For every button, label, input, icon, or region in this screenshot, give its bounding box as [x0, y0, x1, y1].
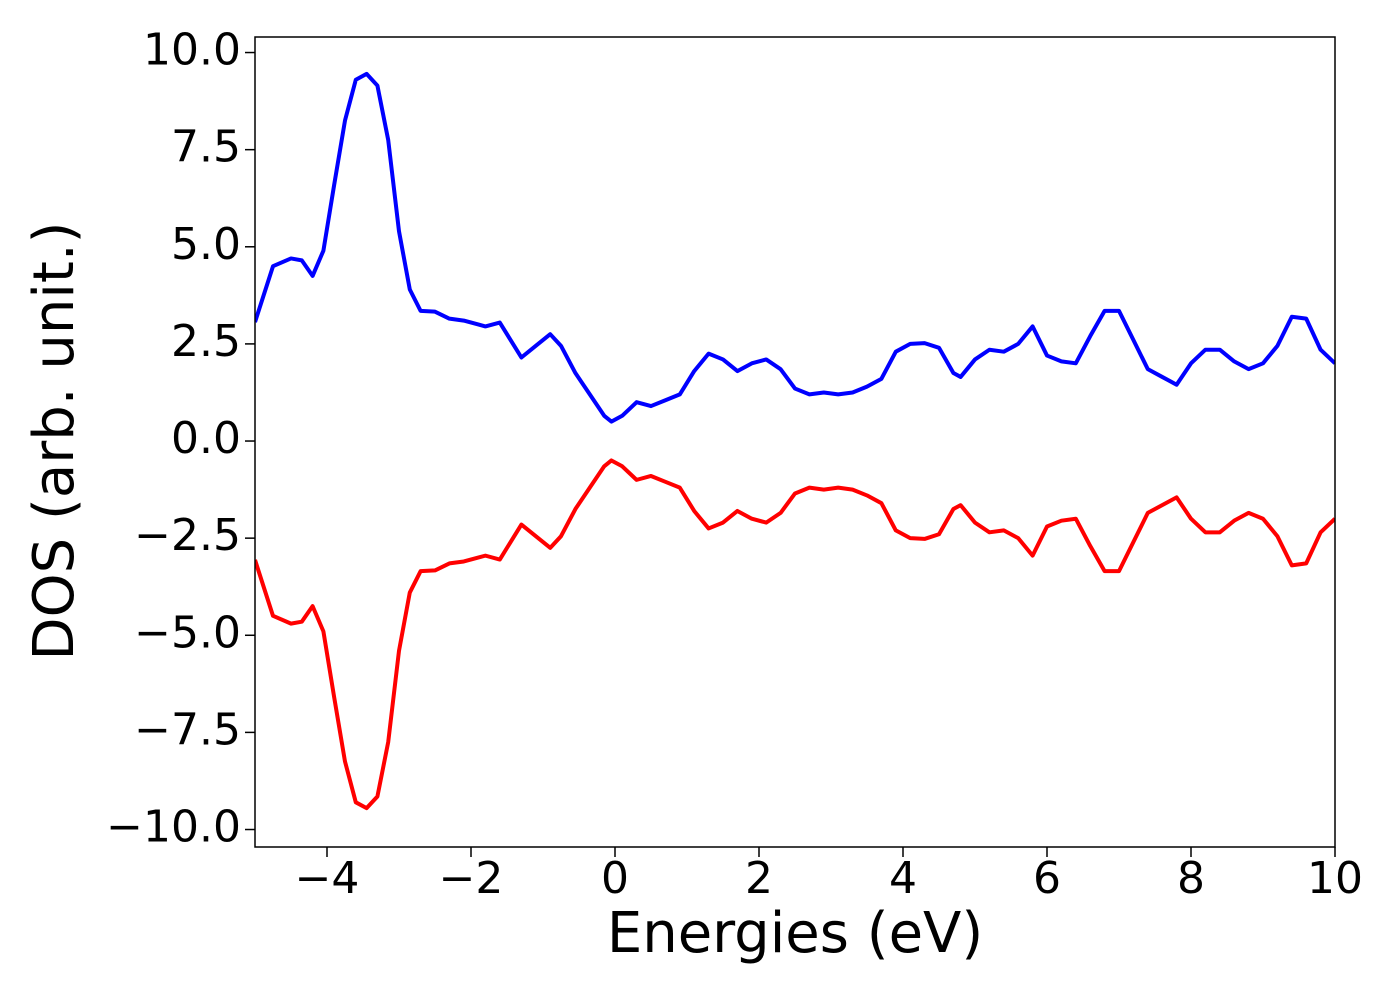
x-tick-label: 2 — [745, 853, 773, 904]
y-tick-label: −5.0 — [134, 607, 241, 658]
x-tick-label: 0 — [601, 853, 629, 904]
x-tick-label: 10 — [1307, 853, 1363, 904]
y-tick-label: 10.0 — [143, 25, 241, 76]
y-tick-label: 5.0 — [171, 219, 241, 270]
plot-frame — [254, 36, 1336, 848]
y-tick-label: −10.0 — [106, 802, 241, 853]
x-tick-label: 4 — [889, 853, 917, 904]
y-axis-label: DOS (arb. unit.) — [22, 221, 87, 660]
x-tick-label: 6 — [1033, 853, 1061, 904]
y-tick-label: 2.5 — [171, 316, 241, 367]
y-tick-label: 7.5 — [171, 122, 241, 173]
y-tick-label: 0.0 — [171, 413, 241, 464]
y-tick-label: −2.5 — [134, 510, 241, 561]
y-tick-label: −7.5 — [134, 704, 241, 755]
x-tick-label: −4 — [295, 853, 360, 904]
x-tick-label: 8 — [1177, 853, 1205, 904]
x-axis-label: Energies (eV) — [607, 901, 983, 966]
line-series — [255, 71, 1335, 424]
x-tick-label: −2 — [439, 853, 504, 904]
line-series — [255, 458, 1335, 811]
